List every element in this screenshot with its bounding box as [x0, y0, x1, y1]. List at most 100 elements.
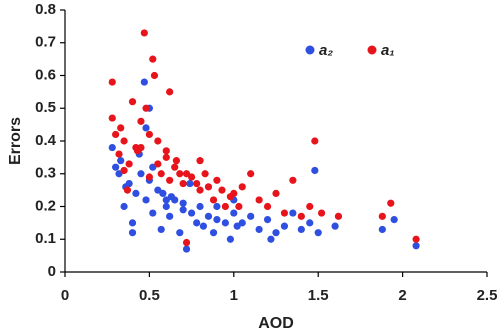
point [142, 196, 150, 204]
point [297, 212, 305, 220]
point [162, 196, 170, 204]
y-tick-label: 0.6 [35, 66, 56, 83]
point [179, 179, 187, 188]
point [145, 130, 153, 139]
point [193, 179, 201, 188]
point [145, 173, 153, 181]
point [108, 78, 116, 86]
point [247, 212, 255, 220]
point [117, 157, 125, 165]
point [247, 170, 255, 178]
point [306, 219, 314, 227]
y-tick-label: 0.7 [35, 34, 56, 51]
point [196, 157, 204, 165]
point [272, 189, 280, 197]
point [196, 202, 204, 211]
point [331, 222, 339, 230]
point [166, 176, 174, 184]
point [289, 209, 297, 217]
point [182, 245, 191, 253]
point [218, 186, 226, 194]
point [280, 222, 289, 230]
point [157, 170, 165, 178]
point [226, 235, 235, 243]
point [209, 196, 218, 204]
point [149, 55, 157, 63]
point [137, 170, 145, 178]
point [149, 209, 157, 217]
point [235, 202, 243, 211]
point [137, 143, 145, 152]
x-tick-label: 2 [398, 287, 406, 304]
point [289, 176, 297, 184]
point [213, 202, 221, 211]
point [378, 212, 386, 220]
legend-marker [367, 45, 377, 55]
point [188, 209, 196, 217]
point [314, 229, 322, 237]
x-axis-title: AOD [258, 315, 294, 332]
point [166, 212, 174, 220]
legend-marker [305, 45, 315, 55]
y-tick-label: 0.4 [35, 132, 57, 149]
point [140, 29, 148, 37]
x-tick-label: 0 [61, 287, 69, 304]
x-tick-label: 2.5 [477, 287, 498, 304]
point [412, 235, 420, 243]
point [182, 170, 191, 178]
y-tick-label: 0.5 [35, 99, 56, 116]
point [120, 202, 128, 211]
point [267, 235, 275, 243]
y-tick-label: 0.1 [35, 230, 56, 247]
point [263, 202, 272, 211]
point [311, 166, 319, 175]
point [112, 163, 120, 171]
y-tick-label: 0 [48, 263, 56, 280]
point [176, 170, 184, 178]
point [108, 143, 116, 152]
point [162, 147, 170, 155]
point [238, 219, 246, 227]
x-tick-label: 1.5 [308, 287, 329, 304]
point [378, 225, 386, 234]
point [154, 160, 162, 168]
point [213, 176, 221, 184]
point [120, 166, 128, 175]
point [209, 229, 218, 237]
point [108, 114, 116, 122]
point [137, 117, 145, 125]
point [412, 242, 420, 250]
point [255, 225, 263, 234]
point [306, 202, 314, 211]
point [201, 170, 209, 178]
point [196, 186, 204, 194]
point [213, 216, 221, 224]
point [204, 212, 213, 220]
point [297, 225, 305, 234]
point [317, 209, 326, 217]
point [182, 238, 191, 247]
point [221, 202, 229, 211]
point [272, 229, 280, 237]
point [157, 225, 165, 234]
point [117, 124, 125, 132]
point [179, 206, 187, 214]
point [387, 199, 395, 207]
point [390, 216, 398, 224]
point [280, 209, 289, 217]
legend-label: a₂ [319, 42, 333, 59]
point [311, 137, 319, 145]
point [230, 209, 238, 217]
x-tick-label: 0.5 [139, 287, 160, 304]
x-tick-label: 1 [230, 287, 238, 304]
point [159, 189, 167, 197]
point [125, 160, 133, 168]
point [128, 219, 137, 227]
point [128, 229, 137, 237]
y-axis-title: Errors [7, 117, 24, 165]
point [186, 179, 194, 188]
point [142, 104, 150, 112]
point [150, 71, 159, 80]
point [172, 157, 181, 165]
